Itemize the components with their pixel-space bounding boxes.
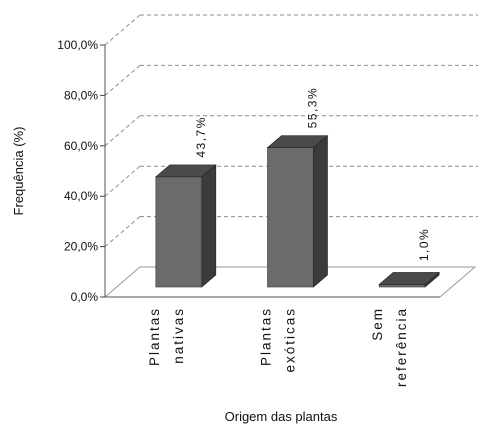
x-tick-label: exóticas <box>283 307 298 373</box>
y-tick-label: 20,0% <box>64 240 98 254</box>
x-tick-label: referência <box>394 307 409 387</box>
gridline-diagonal <box>104 216 141 247</box>
gridline-diagonal <box>104 14 141 46</box>
x-tick-label: nativas <box>171 307 186 364</box>
bar-side <box>313 134 328 288</box>
data-label: 1,0% <box>417 228 431 261</box>
bar-top <box>266 135 329 148</box>
bar-side <box>201 164 217 288</box>
y-tick-label: 100,0% <box>57 38 98 52</box>
axes: 0,0% 20,0% 40,0% 60,0% 80,0% 100,0% <box>57 38 440 304</box>
x-axis-title: Origem das plantas <box>225 409 338 424</box>
gridline-diagonal <box>104 115 141 147</box>
data-label: 55,3% <box>306 87 320 129</box>
y-tick-label: 0,0% <box>71 290 99 304</box>
bar <box>155 176 203 288</box>
y-tick-label: 40,0% <box>64 189 98 203</box>
bar-top <box>155 164 217 178</box>
y-tick-label: 60,0% <box>64 139 98 153</box>
bar-top <box>378 272 440 285</box>
bar <box>378 284 426 288</box>
y-tick-label: 80,0% <box>64 88 98 102</box>
bars <box>155 134 440 288</box>
gridline-diagonal <box>104 165 141 197</box>
data-label: 43,7% <box>194 116 208 158</box>
x-tick-label: Plantas <box>259 307 274 366</box>
x-tick-label: Plantas <box>147 307 162 366</box>
gridline-diagonal <box>104 65 141 96</box>
y-axis-title: Frequência (%) <box>11 127 26 216</box>
x-tick-label: Sem <box>370 307 385 341</box>
labels: 43,7% Plantas nativas 55,3% Plantas exóticas 1… <box>147 87 431 387</box>
bar <box>267 147 314 288</box>
